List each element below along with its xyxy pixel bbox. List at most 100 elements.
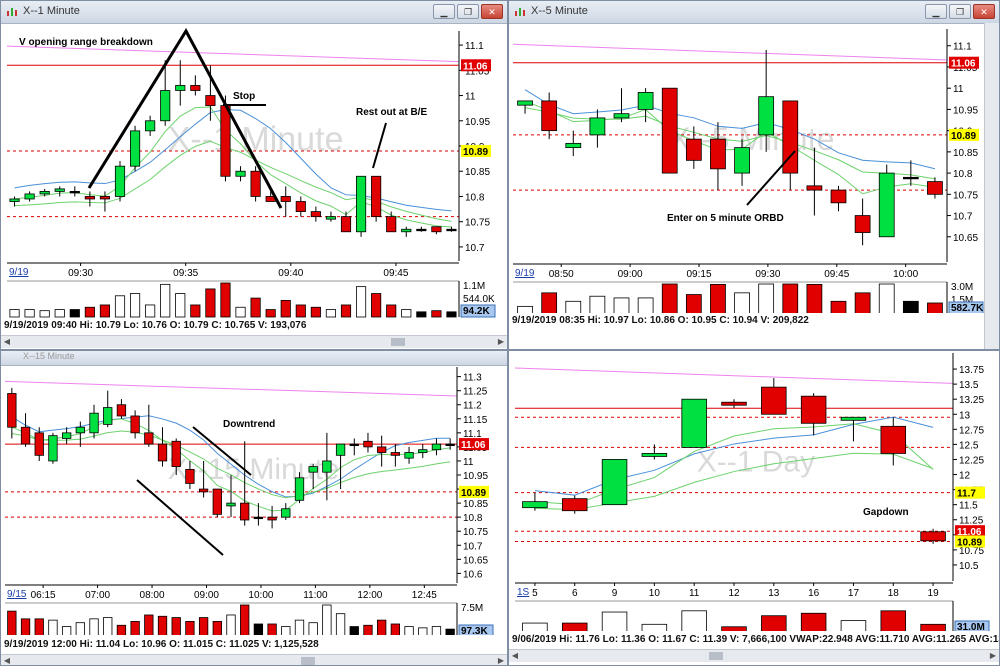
volume-bar — [840, 620, 867, 631]
volume-bar — [902, 300, 919, 313]
window-15-minute[interactable]: X--15 Minute X--15 Minute 11.3 11.25 11.2 11… — [0, 350, 508, 666]
volume-bar — [431, 626, 442, 635]
candle-body — [7, 393, 17, 428]
scroll-thumb[interactable] — [709, 652, 723, 660]
price-label: 11.7 — [957, 489, 976, 500]
scroll-left-icon[interactable]: ◀ — [511, 651, 519, 660]
horizontal-scrollbar[interactable]: ◀ ▶ — [509, 649, 999, 662]
chart-area[interactable]: X--1 Day 13.75 13.5 13.25 13 12.75 12.5 12.25 12… — [509, 351, 999, 631]
scroll-left-icon[interactable]: ◀ — [3, 656, 11, 665]
y-tick-label: 12.25 — [959, 455, 984, 466]
candle-body — [445, 443, 455, 446]
annotation-text: Gapdown — [863, 507, 909, 518]
date-tag: 9/19 — [9, 267, 29, 278]
window-1-day[interactable]: X--1 Day 13.75 13.5 13.25 13 12.75 12.5 12.25 12… — [508, 350, 1000, 666]
title-bar[interactable]: X--1 Minute ▁ ❐ ✕ — [1, 1, 507, 24]
volume-bar — [39, 310, 50, 318]
y-tick-label: 10.85 — [465, 167, 490, 178]
volume-bar — [34, 618, 44, 635]
volume-bar — [190, 304, 201, 318]
scroll-right-icon[interactable]: ▶ — [497, 337, 505, 346]
candle-body — [240, 502, 250, 521]
scroll-right-icon[interactable]: ▶ — [497, 656, 505, 665]
trend-line-lower — [136, 479, 224, 556]
close-button[interactable]: ✕ — [481, 4, 503, 19]
scroll-left-icon[interactable]: ◀ — [3, 337, 11, 346]
volume-bar — [589, 295, 606, 313]
status-bar: 9/19/2019 12:00 Hi: 11.04 Lo: 10.96 O: 1… — [4, 639, 319, 650]
x-tick-label: 07:00 — [85, 590, 110, 601]
price-label: 10.89 — [957, 537, 982, 548]
candle-body — [54, 188, 65, 192]
chart-area[interactable]: X--1 Minute11.111.051110.9510.910.8510.8… — [1, 23, 507, 318]
candle-body — [355, 175, 367, 233]
x-tick-label: 08:50 — [549, 269, 574, 280]
annotation-text: Enter on 5 minute ORBD — [667, 213, 784, 224]
volume-bar — [212, 621, 222, 635]
y-tick-label: 11.3 — [463, 373, 482, 384]
volume-bar — [9, 309, 20, 318]
volume-bar — [69, 309, 80, 318]
volume-label: 1.1M — [463, 281, 485, 292]
candle-body — [295, 201, 306, 212]
scroll-thumb[interactable] — [391, 338, 405, 346]
candle-body — [517, 100, 533, 106]
candle-body — [641, 453, 668, 457]
x-tick-label: 09:45 — [824, 269, 849, 280]
minimize-button[interactable]: ▁ — [433, 4, 455, 19]
horizontal-scrollbar[interactable]: ◀ ▶ — [1, 654, 507, 665]
x-tick-label: 11 — [689, 588, 700, 599]
title-bar[interactable]: X--15 Minute — [1, 351, 507, 366]
scroll-thumb[interactable] — [301, 657, 315, 665]
candle-body — [39, 191, 50, 195]
candle-body — [377, 446, 387, 453]
candle-body — [541, 100, 558, 132]
moving-average-line — [11, 430, 451, 499]
volume-bar — [48, 619, 58, 635]
volume-bar — [880, 610, 907, 631]
volume-bar — [355, 286, 367, 318]
x-tick-label: 13 — [768, 588, 780, 599]
candle-body — [235, 170, 246, 177]
window-1-minute[interactable]: X--1 Minute ▁ ❐ ✕ X--1 Minute 11.1 11.05 11 10… — [0, 0, 508, 350]
y-tick-label: 10.7 — [465, 243, 485, 254]
volume-bar — [830, 300, 847, 313]
minimize-button[interactable]: ▁ — [925, 4, 947, 19]
vertical-scrollbar[interactable] — [984, 23, 999, 349]
y-tick-label: 10.8 — [463, 513, 483, 524]
y-tick-label: 11.15 — [463, 415, 488, 426]
chart-area[interactable]: X--15 Minute11.311.2511.211.1511.111.051… — [1, 365, 507, 635]
candle-body — [404, 452, 414, 459]
candle-body — [840, 416, 867, 421]
x-tick-label: 12 — [728, 588, 740, 599]
volume-bar — [99, 304, 111, 318]
volume-bar — [681, 610, 707, 631]
y-tick-label: 13.5 — [959, 380, 979, 391]
restore-button[interactable]: ❐ — [949, 4, 971, 19]
scroll-right-icon[interactable]: ▶ — [989, 651, 997, 660]
candle-body — [267, 516, 277, 521]
volume-bar — [175, 293, 186, 318]
candle-body — [226, 502, 236, 507]
candle-body — [401, 228, 412, 233]
volume-bar — [171, 617, 181, 635]
candle-body — [878, 172, 895, 238]
restore-button[interactable]: ❐ — [457, 4, 479, 19]
window-5-minute[interactable]: X--5 Minute ▁❐✕ X--5 Minute11.111.051110… — [508, 0, 1000, 350]
annotation-text: Rest out at B/E — [356, 107, 427, 118]
candle-body — [130, 415, 140, 434]
candle-body — [782, 100, 799, 174]
candle-body — [322, 460, 332, 473]
chart-area[interactable]: X--5 Minute11.111.051110.9510.910.8510.8… — [509, 23, 987, 313]
chart-icon — [7, 8, 17, 16]
x-tick-label: 10:00 — [248, 590, 273, 601]
title-bar[interactable]: X--5 Minute ▁ ❐ ✕ — [509, 1, 999, 24]
close-button[interactable]: ✕ — [973, 4, 995, 19]
horizontal-scrollbar[interactable]: ◀ ▶ — [1, 335, 507, 348]
annotation-text: V opening range breakdown — [19, 37, 153, 48]
candle-body — [800, 395, 827, 424]
candle-body — [185, 468, 195, 484]
volume-bar — [281, 626, 291, 635]
y-tick-label: 11.5 — [959, 501, 978, 512]
volume-bar — [371, 293, 382, 318]
